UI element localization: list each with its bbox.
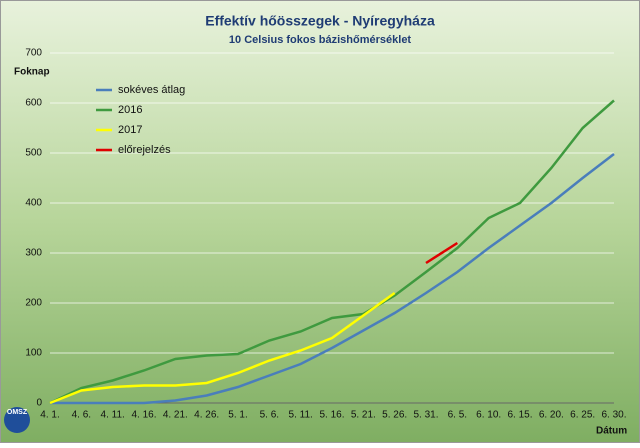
series-line bbox=[50, 153, 615, 405]
x-tick-label: 5. 26. bbox=[382, 410, 407, 421]
y-tick-label: 600 bbox=[25, 98, 42, 109]
y-axis-label: Foknap bbox=[14, 67, 50, 78]
x-tick-label: 4. 21. bbox=[163, 410, 188, 421]
series-line bbox=[49, 291, 396, 405]
chart-title: Effektív hőösszegek - Nyíregyháza bbox=[205, 13, 435, 29]
x-tick-label: 5. 21. bbox=[351, 410, 376, 421]
legend-label: előrejelzés bbox=[118, 144, 171, 156]
x-tick-label: 5. 11. bbox=[289, 410, 313, 421]
series-line bbox=[49, 99, 615, 405]
legend-label: 2016 bbox=[118, 104, 142, 116]
y-tick-label: 300 bbox=[25, 248, 42, 259]
x-tick-label: 4. 11. bbox=[101, 410, 125, 421]
x-tick-label: 6. 30. bbox=[601, 410, 626, 421]
x-axis-label: Dátum bbox=[596, 426, 627, 437]
x-tick-label: 6. 25. bbox=[570, 410, 595, 421]
logo: OMSZ bbox=[7, 409, 28, 416]
legend-label: sokéves átlag bbox=[118, 84, 185, 96]
x-tick-label: 6. 20. bbox=[539, 410, 564, 421]
x-tick-label: 5. 16. bbox=[319, 410, 344, 421]
x-tick-label: 6. 10. bbox=[476, 410, 501, 421]
x-tick-label: 4. 26. bbox=[194, 410, 219, 421]
legend-label: 2017 bbox=[118, 124, 142, 136]
x-tick-label: 6. 15. bbox=[507, 410, 532, 421]
logo-badge bbox=[4, 407, 30, 433]
y-tick-label: 100 bbox=[25, 348, 42, 359]
y-tick-label: 0 bbox=[36, 398, 42, 409]
y-tick-label: 400 bbox=[25, 198, 42, 209]
chart-subtitle: 10 Celsius fokos bázishőmérséklet bbox=[229, 34, 412, 46]
x-tick-label: 4. 1. bbox=[40, 410, 59, 421]
series-line bbox=[425, 241, 459, 265]
x-tick-label: 5. 1. bbox=[228, 410, 247, 421]
x-tick-label: 5. 6. bbox=[260, 410, 279, 421]
x-tick-label: 4. 16. bbox=[131, 410, 156, 421]
x-tick-label: 6. 5. bbox=[448, 410, 467, 421]
y-tick-label: 700 bbox=[25, 48, 42, 59]
x-tick-label: 5. 31. bbox=[413, 410, 438, 421]
y-tick-label: 200 bbox=[25, 298, 42, 309]
y-tick-label: 500 bbox=[25, 148, 42, 159]
x-tick-label: 4. 6. bbox=[72, 410, 91, 421]
